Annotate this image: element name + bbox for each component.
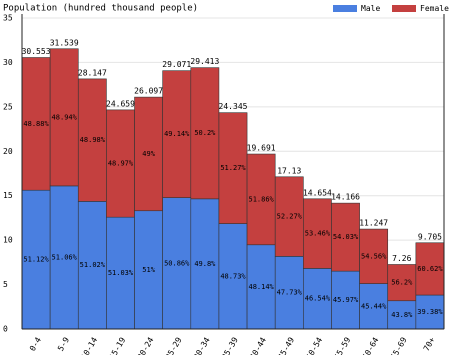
share-label: 52.27%	[277, 213, 303, 221]
share-label: 48.88%	[23, 120, 49, 128]
bar-segment	[359, 228, 389, 284]
total-label: 11.247	[359, 219, 388, 228]
bar-segment	[49, 185, 79, 330]
bar-segment	[162, 70, 192, 198]
total-label: 14.654	[303, 188, 332, 197]
share-label: 47.73%	[277, 289, 303, 297]
bar-segment	[21, 57, 51, 191]
share-label: 48.98%	[80, 136, 106, 144]
total-label: 24.345	[219, 102, 248, 111]
bar-segment	[190, 67, 220, 200]
share-label: 49%	[142, 150, 155, 158]
legend-label: Male	[361, 4, 380, 13]
bar-segment	[415, 242, 445, 296]
total-label: 7.26	[392, 254, 411, 263]
share-label: 48.73%	[220, 272, 246, 280]
share-label: 49.14%	[164, 130, 190, 138]
y-tick-label: 25	[3, 102, 13, 111]
share-label: 43.8%	[391, 311, 413, 319]
share-label: 51%	[142, 266, 155, 274]
bar-segment	[303, 198, 332, 269]
bar-segment	[77, 78, 107, 202]
share-label: 45.44%	[361, 302, 387, 310]
share-label: 53.46%	[305, 230, 331, 238]
total-label: 29.413	[190, 57, 219, 66]
share-label: 51.03%	[108, 269, 134, 277]
bar-segment	[331, 270, 360, 330]
total-label: 30.553	[22, 47, 51, 56]
total-label: 31.539	[50, 38, 79, 47]
bar-segment	[162, 197, 192, 330]
share-label: 48.14%	[248, 283, 274, 291]
share-label: 60.62%	[417, 265, 443, 273]
total-label: 14.166	[331, 193, 360, 202]
bar-segment	[21, 189, 51, 330]
total-label: 24.659	[106, 99, 135, 108]
share-label: 49.8%	[194, 260, 216, 268]
bar-segment	[246, 153, 276, 246]
y-tick-label: 10	[3, 236, 13, 245]
share-label: 46.54%	[305, 295, 331, 303]
chart-title: Population (hundred thousand people)	[3, 4, 198, 14]
bar-segment	[387, 264, 417, 302]
total-label: 17.13	[277, 166, 301, 175]
y-tick-label: 0	[3, 325, 8, 334]
y-tick-label: 15	[3, 191, 13, 200]
share-label: 51.06%	[52, 253, 78, 261]
share-label: 54.03%	[333, 233, 359, 241]
legend-swatch	[333, 5, 357, 12]
share-label: 50.86%	[164, 259, 190, 267]
bar-segment	[274, 256, 304, 330]
y-tick-label: 35	[3, 14, 13, 23]
total-label: 26.097	[134, 87, 163, 96]
share-label: 51.12%	[23, 256, 49, 264]
bar-segment	[106, 109, 135, 218]
y-tick-label: 30	[3, 58, 13, 67]
share-label: 54.56%	[361, 252, 387, 260]
total-label: 28.147	[78, 68, 107, 77]
share-label: 48.94%	[52, 113, 78, 121]
y-tick-label: 20	[3, 147, 13, 156]
bar-segment	[218, 112, 248, 224]
total-label: 29.071	[162, 60, 191, 69]
bar-segment	[303, 268, 332, 330]
share-label: 50.2%	[194, 129, 216, 137]
y-tick-label: 5	[3, 280, 8, 289]
share-label: 39.38%	[417, 308, 443, 316]
bar-segment	[49, 48, 79, 187]
legend-label: Female	[420, 4, 449, 13]
share-label: 48.97%	[108, 160, 134, 168]
share-label: 56.2%	[391, 279, 413, 287]
total-label: 19.691	[247, 144, 276, 153]
share-label: 51.27%	[220, 164, 246, 172]
share-label: 51.02%	[80, 261, 106, 269]
bar-segment	[246, 244, 276, 330]
share-label: 45.97%	[333, 296, 359, 304]
share-label: 51.86%	[248, 195, 274, 203]
legend-swatch	[392, 5, 416, 12]
bar-segment	[77, 201, 107, 330]
total-label: 9.705	[418, 232, 442, 241]
